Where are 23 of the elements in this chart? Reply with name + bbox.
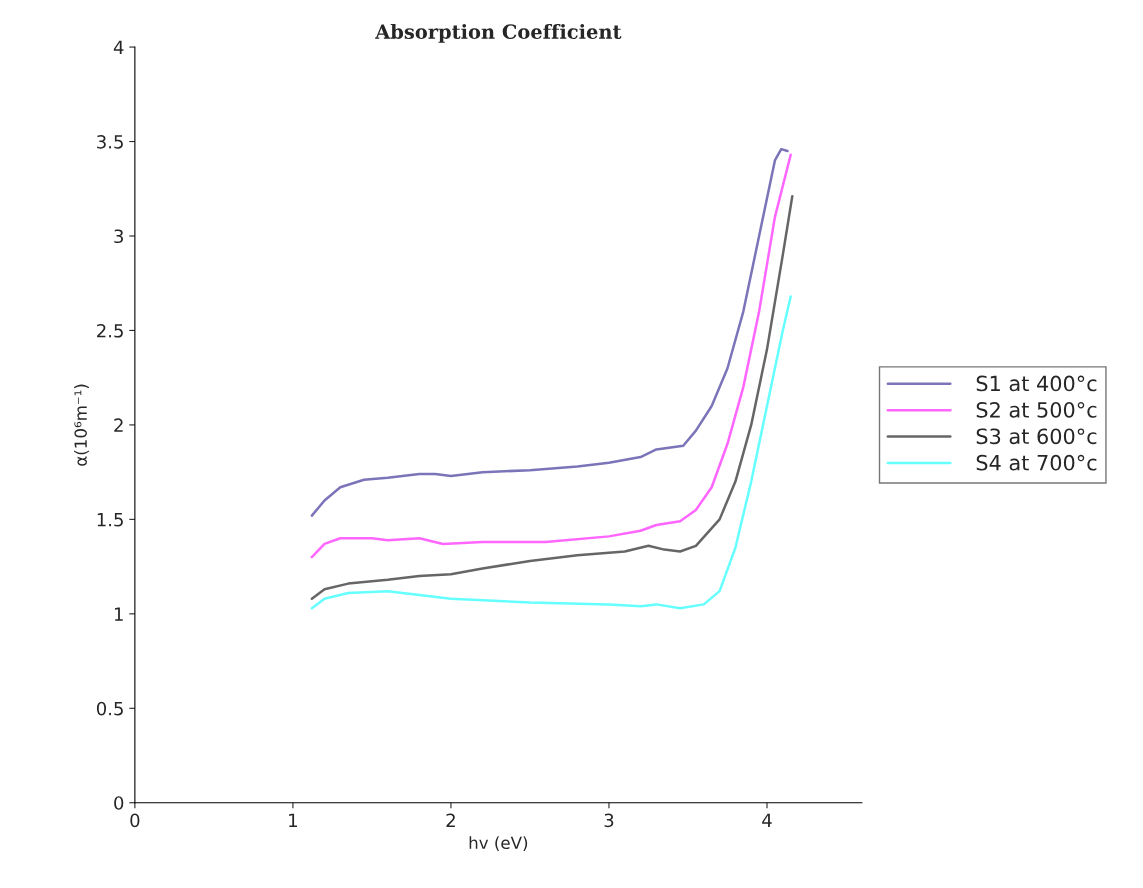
legend-label: S2 at 500°c (976, 401, 1097, 418)
x-tick-label: 2 (446, 813, 455, 827)
y-tick-label: 0 (114, 796, 124, 810)
line-series (310, 295, 792, 610)
y-tick-label: 4 (113, 40, 124, 54)
y-tick-label: 3 (114, 229, 124, 244)
legend-label: S3 at 600°c (976, 428, 1097, 445)
y-tick-label: 2.5 (97, 323, 123, 338)
y-tick-label: 1 (114, 607, 123, 621)
y-tick-label: 1.5 (97, 513, 123, 527)
y-tick-label: 3.5 (97, 134, 123, 149)
legend-label: S1 at 400°c (976, 375, 1097, 392)
x-tick-label: 4 (762, 813, 772, 827)
legend-label: S4 at 700°c (976, 454, 1097, 471)
chart-title: Absorption Coefficient (375, 23, 622, 43)
x-tick-label: 3 (604, 813, 614, 828)
y-tick-label: 2 (114, 418, 123, 432)
line-series (310, 195, 794, 600)
x-tick-label: 0 (130, 813, 140, 828)
x-axis-title: hv (eV) (469, 836, 528, 852)
x-tick-label: 1 (289, 813, 297, 827)
y-tick-label: 0.5 (96, 701, 123, 716)
y-axis-title: α(10⁶m⁻¹) (74, 384, 89, 466)
